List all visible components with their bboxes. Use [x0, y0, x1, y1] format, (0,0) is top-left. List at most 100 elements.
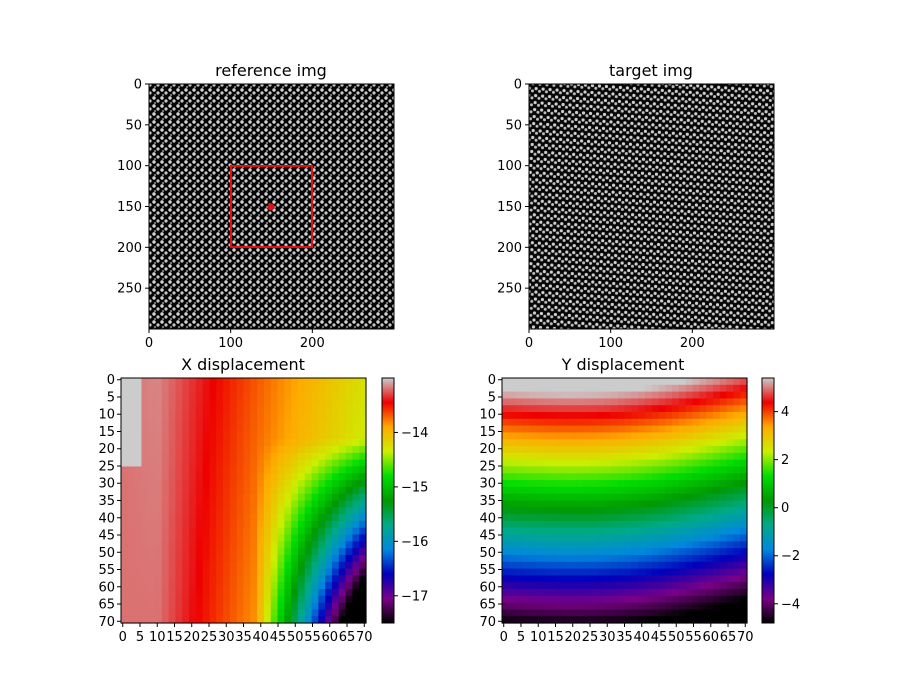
x-displacement-cell: [209, 507, 217, 515]
y-displacement-cell: [706, 609, 714, 617]
x-displacement-cell: [297, 500, 306, 508]
y-displacement-cell: [644, 575, 653, 583]
y-displacement-cell: [740, 520, 748, 529]
y-displacement-cell: [604, 609, 612, 617]
x-displacement-cell: [352, 439, 360, 447]
x-displacement-cell: [161, 432, 170, 440]
y-displacement-cell: [536, 527, 544, 536]
y-displacement-cell: [624, 507, 632, 515]
y-displacement-cell: [651, 575, 660, 583]
y-displacement-xtick-label: 70: [737, 630, 754, 645]
y-displacement-cell: [733, 425, 741, 434]
y-displacement-cell: [631, 398, 639, 406]
x-displacement-cell: [304, 398, 313, 406]
y-displacement-cell: [508, 588, 517, 597]
y-displacement-cell: [631, 541, 639, 549]
y-displacement-cell: [658, 520, 666, 529]
x-displacement-cell: [270, 486, 279, 495]
x-displacement-cell: [202, 391, 211, 400]
y-displacement-cell: [502, 384, 510, 393]
x-displacement-cell: [359, 459, 367, 468]
y-displacement-cell: [502, 554, 510, 563]
y-displacement-cell: [610, 378, 619, 386]
x-displacement-cell: [318, 432, 326, 440]
x-displacement-cell: [297, 595, 306, 604]
x-displacement-cell: [236, 616, 245, 624]
x-displacement-cell: [284, 493, 292, 502]
x-displacement-cell: [134, 514, 143, 522]
x-displacement-cell: [216, 595, 224, 604]
y-displacement-cell: [651, 459, 660, 468]
x-displacement-cell: [127, 480, 136, 488]
y-displacement-cell: [576, 507, 585, 515]
y-displacement-cell: [726, 595, 734, 604]
y-displacement-cell: [617, 439, 626, 447]
y-displacement-cell: [624, 493, 632, 502]
x-displacement-cell: [318, 514, 326, 522]
x-displacement-cell: [189, 452, 197, 461]
x-displacement-cell: [359, 378, 367, 386]
x-displacement-cell: [331, 561, 340, 570]
y-displacement-cell: [570, 602, 578, 610]
x-displacement-cell: [263, 568, 272, 576]
y-displacement-cell: [549, 446, 558, 454]
y-displacement-cell: [672, 405, 680, 413]
y-displacement-cell: [542, 520, 551, 529]
y-displacement-cell: [631, 418, 639, 427]
x-displacement-cell: [223, 588, 231, 597]
y-displacement-cell: [529, 520, 537, 529]
x-displacement-cell: [168, 378, 177, 386]
y-displacement-cell: [515, 425, 524, 434]
x-displacement-cell: [257, 432, 265, 440]
y-displacement-cell: [617, 418, 626, 427]
x-displacement-cell: [161, 507, 170, 515]
y-displacement-cell: [617, 378, 626, 386]
y-displacement-cell: [522, 412, 530, 420]
x-displacement-cell: [209, 616, 217, 624]
y-displacement-cell: [733, 561, 741, 570]
x-displacement-cell: [325, 595, 333, 604]
y-displacement-cell: [610, 486, 619, 495]
x-displacement-cell: [263, 378, 272, 386]
x-displacement-cell: [345, 378, 353, 386]
x-displacement-cell: [209, 486, 217, 495]
x-displacement-cell: [141, 398, 149, 406]
x-displacement-cell: [345, 507, 353, 515]
x-displacement-colorbar-ticks: −17−16−15−14: [394, 426, 428, 604]
y-displacement-cell: [692, 418, 700, 427]
y-displacement-cell: [610, 554, 619, 563]
y-displacement-cell: [740, 500, 748, 508]
y-displacement-cell: [576, 459, 585, 468]
y-displacement-cell: [549, 418, 558, 427]
x-displacement-cell: [209, 514, 217, 522]
y-displacement-cell: [583, 384, 592, 393]
x-displacement-cell: [189, 568, 197, 576]
y-displacement-cell: [624, 446, 632, 454]
y-displacement-cell: [515, 554, 524, 563]
x-displacement-cell: [270, 554, 279, 563]
y-displacement-cell: [563, 500, 571, 508]
y-displacement-cell: [706, 378, 714, 386]
y-displacement-cell: [522, 602, 530, 610]
y-displacement-cell: [515, 575, 524, 583]
x-displacement-cell: [284, 507, 292, 515]
x-displacement-cell: [243, 534, 251, 542]
y-displacement-cell: [515, 480, 524, 488]
x-displacement-cell: [297, 582, 306, 590]
y-displacement-cell: [706, 582, 714, 590]
x-displacement-cell: [352, 582, 360, 590]
x-displacement-cell: [325, 378, 333, 386]
y-displacement-cell: [631, 432, 639, 440]
y-displacement-cell: [549, 609, 558, 617]
x-displacement-cell: [297, 548, 306, 556]
x-displacement-cell: [209, 520, 217, 529]
y-displacement-cell: [631, 446, 639, 454]
y-displacement-cell: [508, 446, 517, 454]
x-displacement-cell: [257, 452, 265, 461]
y-displacement-cell: [712, 507, 721, 515]
y-displacement-cell: [651, 527, 660, 536]
y-displacement-cell: [604, 514, 612, 522]
y-displacement-cell: [644, 595, 653, 604]
x-displacement-cell: [236, 473, 245, 481]
x-displacement-cell: [297, 466, 306, 474]
